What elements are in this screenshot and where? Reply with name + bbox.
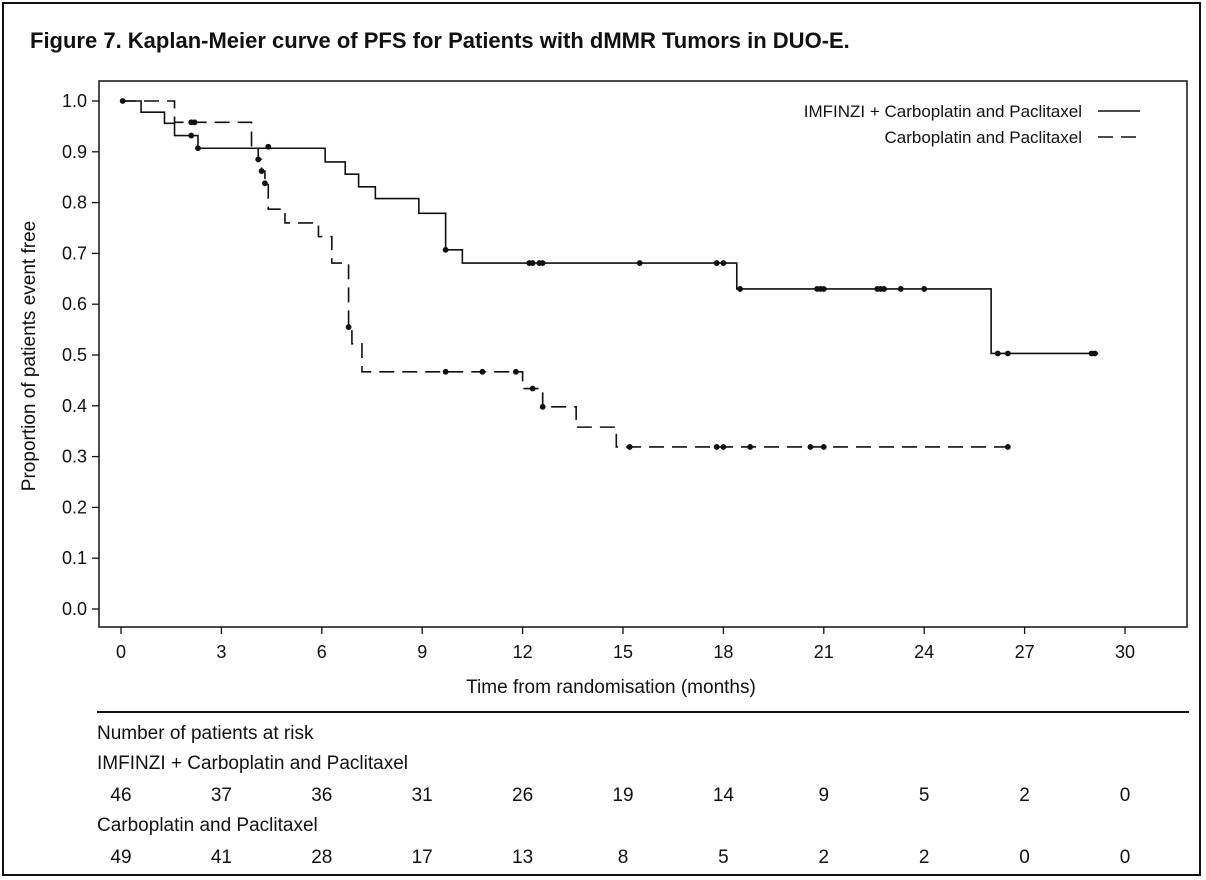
- y-tick-label: 0.1: [62, 548, 87, 568]
- km-curve-line: [121, 100, 1008, 448]
- x-tick-label: 18: [713, 642, 733, 662]
- risk-count: 9: [818, 785, 830, 806]
- y-tick-label: 0.0: [62, 599, 87, 619]
- y-tick-label: 0.5: [62, 345, 87, 365]
- censor-mark: [820, 444, 827, 450]
- risk-count: 0: [1119, 785, 1131, 806]
- y-tick-label: 0.8: [62, 193, 87, 213]
- risk-count: 0: [1019, 847, 1030, 868]
- risk-count: 5: [918, 785, 930, 806]
- censor-mark: [258, 168, 265, 175]
- x-tick-label: 6: [317, 642, 327, 662]
- censor-mark: [720, 444, 727, 450]
- censor-mark: [820, 286, 827, 292]
- x-tick-label: 21: [814, 642, 834, 662]
- risk-count: 0: [1119, 847, 1131, 868]
- x-tick-label: 3: [216, 642, 226, 662]
- figure-title: Figure 7. Kaplan-Meier curve of PFS for …: [30, 28, 850, 53]
- censor-mark: [720, 260, 727, 266]
- censor-mark: [191, 119, 198, 126]
- censor-mark: [539, 260, 546, 266]
- censor-mark: [807, 444, 814, 450]
- x-tick-label: 27: [1015, 642, 1035, 662]
- censor-mark: [345, 324, 352, 330]
- x-tick-label: 0: [116, 642, 126, 662]
- risk-count: 49: [110, 847, 132, 868]
- series-imfinzi: [119, 98, 1099, 357]
- risk-count: 8: [617, 847, 629, 868]
- x-axis-label: Time from randomisation (months): [466, 677, 756, 698]
- risk-count: 26: [512, 785, 534, 806]
- censor-mark: [881, 286, 887, 292]
- risk-count: 2: [918, 847, 930, 868]
- risk-count: 31: [411, 785, 433, 806]
- risk-count: 28: [311, 847, 333, 868]
- series-control: [121, 100, 1011, 450]
- x-tick-label: 9: [417, 642, 427, 662]
- chart-legend: IMFINZI + Carboplatin and Paclitaxel Carb…: [804, 102, 1140, 147]
- risk-row-label-imfinzi: IMFINZI + Carboplatin and Paclitaxel: [97, 753, 408, 774]
- km-chart: 0 3 6 9 12 15 18 21 24 27 30 0.0 0.1 0.2 0.3 0.4 0.5 0.6 0…: [19, 80, 1188, 698]
- y-axis-label: Proportion of patients event free: [19, 221, 40, 491]
- y-tick-label: 1.0: [62, 91, 87, 111]
- km-curve-line: [121, 100, 1099, 355]
- censor-mark: [539, 403, 546, 410]
- x-tick-label: 24: [914, 642, 934, 662]
- censor-mark: [529, 385, 536, 392]
- x-tick-label: 30: [1115, 642, 1135, 662]
- censor-mark: [1091, 350, 1098, 357]
- censor-mark: [994, 350, 1001, 357]
- y-tick-label: 0.6: [62, 294, 87, 314]
- risk-count: 46: [110, 785, 132, 806]
- censor-mark: [713, 444, 720, 450]
- censor-mark: [1004, 444, 1011, 450]
- y-tick-label: 0.2: [62, 497, 87, 517]
- risk-count: 37: [210, 785, 232, 806]
- y-tick-label: 0.4: [62, 396, 87, 416]
- risk-count: 5: [718, 847, 729, 868]
- plot-area: [98, 80, 1188, 628]
- censor-mark: [188, 132, 195, 139]
- risk-table-rule: [97, 711, 1189, 713]
- censor-mark: [479, 368, 486, 375]
- censor-mark: [442, 246, 449, 253]
- x-tick-label: 15: [613, 642, 633, 662]
- risk-table-title: Number of patients at risk: [97, 723, 314, 744]
- chart-marks: [119, 98, 1099, 450]
- risk-count: 36: [311, 785, 333, 806]
- censor-mark: [255, 156, 262, 163]
- legend-label: IMFINZI + Carboplatin and Paclitaxel: [804, 102, 1082, 121]
- censor-mark: [737, 286, 744, 292]
- censor-mark: [713, 260, 720, 266]
- y-tick-label: 0.3: [62, 447, 87, 467]
- risk-count: 2: [818, 847, 830, 868]
- censor-mark: [265, 143, 272, 150]
- censor-mark: [626, 444, 633, 450]
- risk-count: 13: [512, 847, 534, 868]
- axes: 0 3 6 9 12 15 18 21 24 27 30 0.0 0.1 0.2 0.3 0.4 0.5 0.6 0…: [19, 80, 1188, 698]
- censor-mark: [262, 180, 268, 187]
- censor-mark: [442, 368, 449, 375]
- risk-count: 17: [411, 847, 433, 868]
- y-tick-label: 0.9: [62, 142, 87, 162]
- x-tick-label: 12: [513, 642, 533, 662]
- censor-mark: [921, 286, 928, 292]
- censor-mark: [1004, 350, 1011, 357]
- risk-count: 14: [712, 785, 734, 806]
- risk-count: 41: [210, 847, 232, 868]
- censor-mark: [513, 368, 519, 375]
- censor-mark: [636, 260, 643, 266]
- censor-mark: [897, 286, 904, 292]
- risk-count: 2: [1019, 785, 1030, 806]
- censor-mark: [529, 260, 536, 266]
- censor-mark: [195, 145, 201, 152]
- legend-label: Carboplatin and Paclitaxel: [884, 128, 1082, 147]
- y-tick-label: 0.7: [62, 243, 87, 263]
- risk-row-label-control: Carboplatin and Paclitaxel: [97, 815, 318, 836]
- risk-count: 19: [612, 785, 634, 806]
- censor-mark: [747, 444, 754, 450]
